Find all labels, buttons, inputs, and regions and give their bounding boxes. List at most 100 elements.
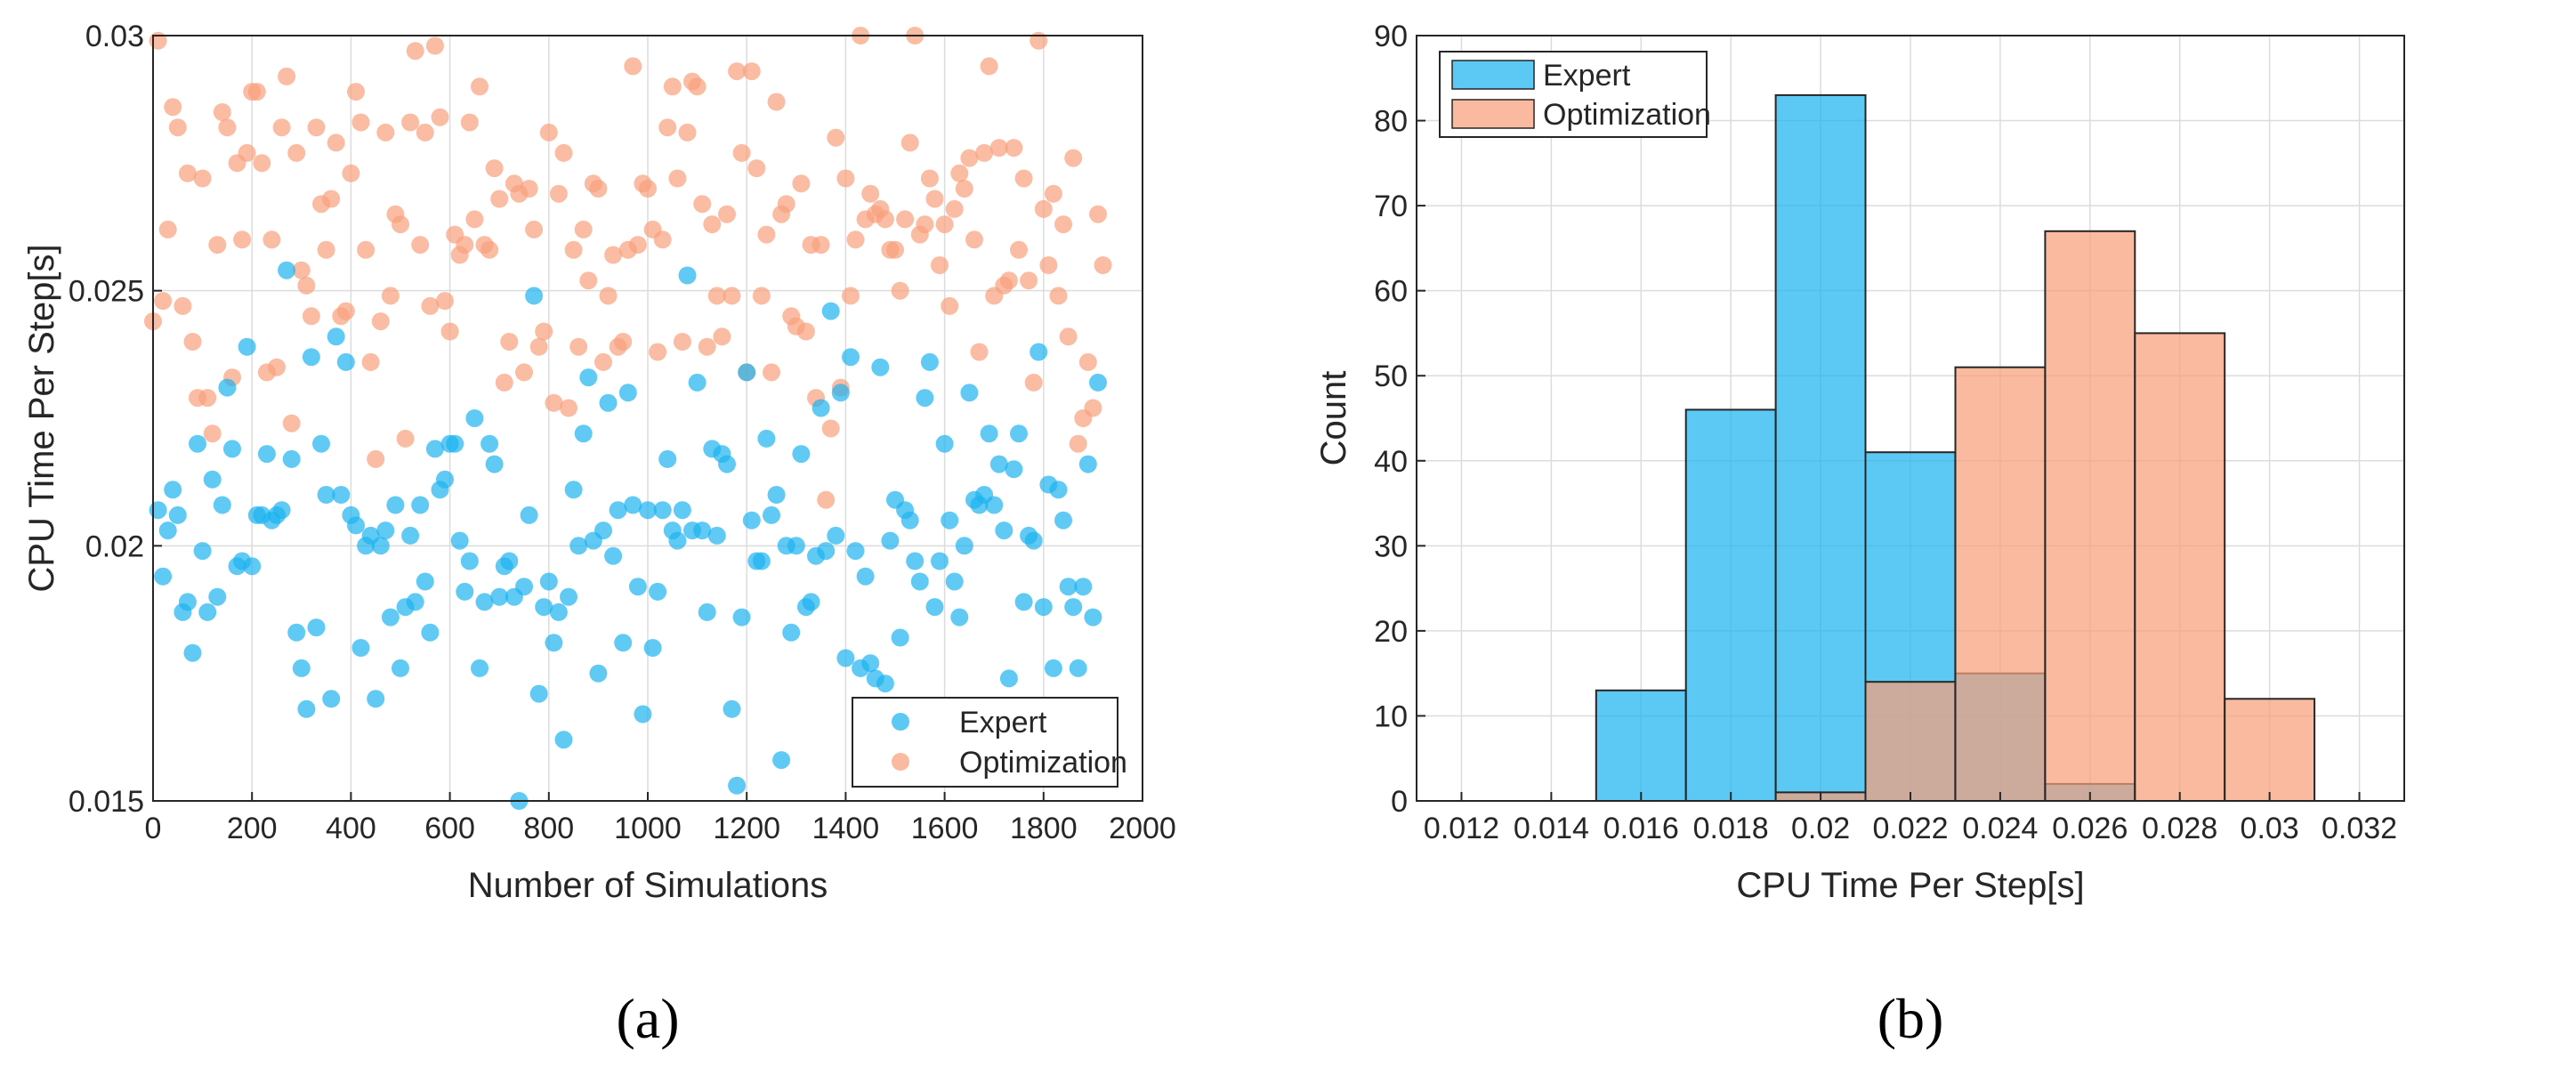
- scatter-point-optimization: [292, 261, 311, 279]
- scatter-point-optimization: [406, 42, 424, 61]
- scatter-point-optimization: [262, 230, 281, 249]
- scatter-point-expert: [1034, 598, 1053, 617]
- scatter-point-expert: [955, 537, 973, 555]
- scatter-point-expert: [925, 598, 944, 617]
- scatter-x-tick-label: 400: [326, 812, 376, 845]
- scatter-point-expert: [327, 327, 345, 346]
- scatter-point-optimization: [564, 240, 583, 259]
- scatter-x-tick-label: 2000: [1109, 812, 1176, 845]
- scatter-point-expert: [1089, 373, 1107, 392]
- scatter-point-expert: [411, 496, 430, 514]
- scatter-point-optimization: [549, 184, 568, 203]
- scatter-point-optimization: [663, 77, 682, 96]
- scatter-point-optimization: [392, 215, 409, 234]
- scatter-point-expert: [545, 634, 563, 652]
- scatter-point-expert: [371, 537, 390, 555]
- scatter-point-optimization: [198, 389, 217, 408]
- scatter-point-expert: [698, 602, 716, 621]
- scatter-point-optimization: [193, 169, 212, 188]
- scatter-legend: Expert Optimization: [852, 697, 1127, 788]
- scatter-point-expert: [471, 659, 489, 677]
- scatter-point-expert: [203, 470, 222, 489]
- scatter-point-expert: [871, 358, 890, 376]
- scatter-point-expert: [628, 578, 647, 596]
- scatter-point-optimization: [569, 337, 588, 356]
- scatter-point-optimization: [396, 429, 415, 448]
- scatter-point-expert: [931, 552, 949, 570]
- scatter-x-tick-label: 200: [227, 812, 278, 845]
- scatter-point-expert: [564, 481, 583, 499]
- scatter-point-optimization: [535, 322, 553, 341]
- scatter-point-expert: [738, 363, 756, 382]
- scatter-point-expert: [500, 552, 519, 570]
- scatter-point-optimization: [1089, 205, 1107, 223]
- scatter-x-tick-label: 0: [145, 812, 162, 845]
- legend-marker-optimization: [892, 753, 909, 771]
- scatter-point-optimization: [639, 180, 657, 198]
- scatter-point-expert: [386, 496, 405, 514]
- scatter-point-expert: [243, 557, 262, 576]
- scatter-point-optimization: [347, 83, 365, 101]
- histogram-x-axis-label: CPU Time Per Step[s]: [1736, 866, 2084, 905]
- scatter-legend-box: [852, 697, 1118, 788]
- scatter-point-optimization: [490, 190, 509, 208]
- scatter-point-expert: [999, 669, 1018, 688]
- scatter-point-expert: [643, 639, 662, 657]
- scatter-x-axis-label: Number of Simulations: [468, 866, 828, 905]
- histogram-y-tick-label: 20: [1374, 615, 1408, 649]
- scatter-point-expert: [287, 623, 306, 642]
- scatter-point-expert: [1010, 424, 1028, 443]
- scatter-point-expert: [802, 593, 820, 611]
- scatter-point-expert: [935, 434, 954, 453]
- scatter-point-optimization: [1024, 373, 1043, 392]
- scatter-point-expert: [649, 582, 667, 601]
- scatter-point-optimization: [698, 337, 716, 356]
- scatter-point-optimization: [1059, 327, 1078, 346]
- scatter-point-optimization: [975, 143, 994, 162]
- scatter-point-expert: [421, 623, 440, 642]
- scatter-point-optimization: [757, 225, 776, 244]
- scatter-point-expert: [728, 776, 747, 795]
- scatter-point-expert: [960, 384, 979, 402]
- scatter-point-expert: [846, 542, 865, 561]
- scatter-point-expert: [312, 434, 330, 453]
- scatter-point-optimization: [1039, 256, 1058, 274]
- histogram-bar-expert: [1774, 93, 1867, 802]
- scatter-point-expert: [154, 567, 173, 586]
- scatter-point-optimization: [485, 159, 504, 178]
- histogram-bar-optimization: [2134, 332, 2226, 802]
- scatter-point-optimization: [174, 296, 192, 315]
- scatter-point-optimization: [589, 180, 608, 198]
- scatter-point-expert: [732, 608, 751, 626]
- scatter-point-expert: [757, 429, 776, 448]
- scatter-point-optimization: [960, 149, 979, 167]
- scatter-point-expert: [149, 501, 167, 520]
- scatter-point-expert: [950, 608, 969, 626]
- scatter-point-optimization: [401, 113, 420, 132]
- scatter-point-expert: [198, 602, 217, 621]
- scatter-point-optimization: [653, 230, 672, 249]
- scatter-point-optimization: [247, 83, 266, 101]
- scatter-point-expert: [920, 352, 939, 371]
- scatter-point-expert: [594, 521, 612, 540]
- scatter-point-expert: [995, 521, 1013, 540]
- scatter-point-optimization: [471, 77, 489, 96]
- scatter-point-optimization: [158, 220, 177, 238]
- scatter-point-optimization: [425, 36, 444, 55]
- scatter-point-optimization: [421, 296, 440, 315]
- histogram-x-tick-label: 0.028: [2142, 812, 2217, 845]
- scatter-point-optimization: [925, 190, 944, 208]
- scatter-point-expert: [673, 501, 691, 520]
- scatter-point-expert: [1054, 511, 1072, 529]
- scatter-point-expert: [460, 552, 479, 570]
- histogram-bar-optimization: [2224, 698, 2316, 802]
- scatter-point-optimization: [233, 230, 252, 249]
- scatter-point-expert: [856, 567, 875, 586]
- scatter-point-optimization: [322, 190, 341, 208]
- scatter-point-optimization: [164, 98, 182, 117]
- scatter-point-optimization: [965, 230, 983, 249]
- scatter-point-expert: [1024, 531, 1043, 550]
- scatter-point-optimization: [351, 113, 370, 132]
- scatter-point-expert: [1044, 659, 1062, 677]
